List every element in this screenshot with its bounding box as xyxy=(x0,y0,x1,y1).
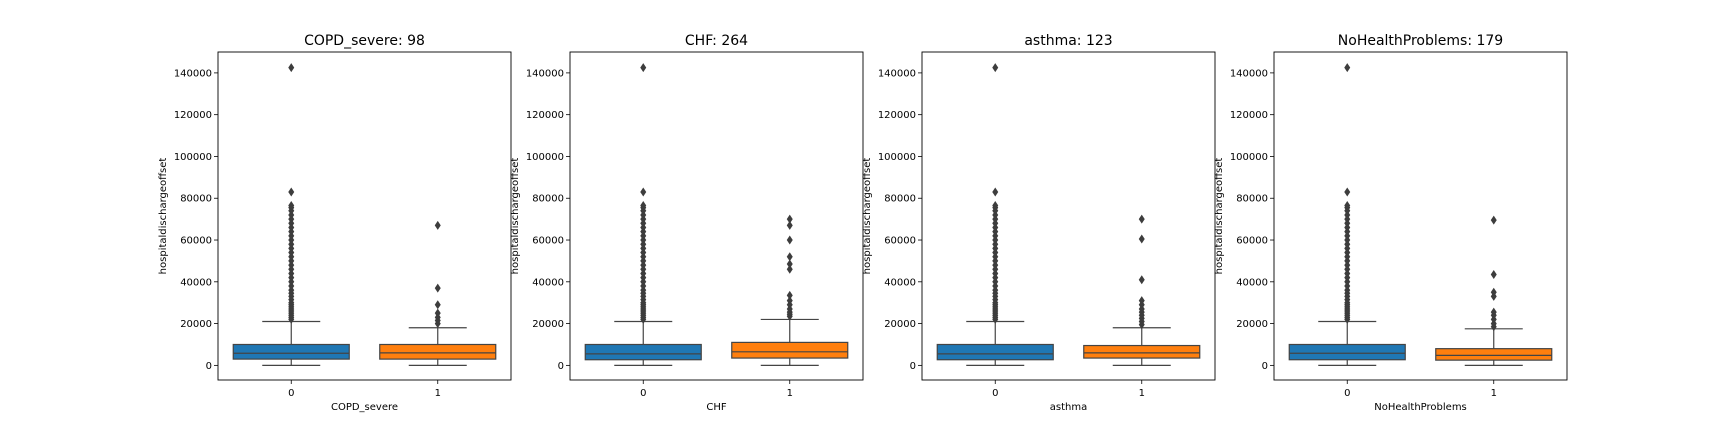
y-tick-label: 0 xyxy=(558,361,564,372)
y-tick-label: 60000 xyxy=(180,236,212,247)
plot-frame xyxy=(1273,51,1568,381)
chart-title: COPD_severe: 98 xyxy=(304,33,425,49)
outlier-point xyxy=(992,63,999,73)
outlier-point xyxy=(1490,307,1497,317)
y-tick-label: 80000 xyxy=(1236,194,1268,205)
y-tick-label: 60000 xyxy=(884,236,916,247)
outlier-point xyxy=(640,201,647,211)
x-axis-label: NoHealthProblems xyxy=(1374,402,1467,413)
y-tick-label: 60000 xyxy=(532,236,564,247)
y-tick-label: 0 xyxy=(910,361,916,372)
outlier-point xyxy=(1344,63,1351,73)
outlier-point xyxy=(288,187,295,197)
outlier-point xyxy=(1344,201,1351,211)
y-tick-label: 80000 xyxy=(532,194,564,205)
y-tick-label: 100000 xyxy=(1230,152,1268,163)
x-axis-label: asthma xyxy=(1050,402,1087,413)
outlier-point xyxy=(786,252,793,262)
chart-title: NoHealthProblems: 179 xyxy=(1338,33,1503,49)
outlier-point xyxy=(786,214,793,224)
y-tick-label: 20000 xyxy=(884,319,916,330)
plot-frame xyxy=(217,51,512,381)
y-tick-label: 140000 xyxy=(526,68,564,79)
x-axis-label: CHF xyxy=(706,402,727,413)
x-tick-label: 1 xyxy=(435,388,441,399)
box-iqr xyxy=(232,343,350,360)
chart-title: CHF: 264 xyxy=(685,33,748,49)
y-tick-label: 120000 xyxy=(878,110,916,121)
outlier-point xyxy=(640,187,647,197)
outlier-point xyxy=(786,259,793,269)
outlier-point xyxy=(434,220,441,230)
y-tick-label: 120000 xyxy=(174,110,212,121)
outlier-point xyxy=(786,235,793,245)
y-tick-label: 140000 xyxy=(1230,68,1268,79)
y-tick-label: 40000 xyxy=(180,277,212,288)
x-tick-label: 1 xyxy=(787,388,793,399)
y-tick-label: 140000 xyxy=(174,68,212,79)
x-axis-label: COPD_severe xyxy=(331,402,398,413)
y-tick-label: 100000 xyxy=(878,152,916,163)
plot-frame xyxy=(569,51,864,381)
y-tick-label: 120000 xyxy=(526,110,564,121)
outlier-point xyxy=(1138,296,1145,306)
y-tick-label: 80000 xyxy=(180,194,212,205)
box-iqr xyxy=(1288,343,1406,361)
y-axis-label: hospitaldischargeoffset xyxy=(510,158,521,275)
y-tick-label: 80000 xyxy=(884,194,916,205)
x-tick-label: 0 xyxy=(1344,388,1350,399)
outlier-point xyxy=(1138,214,1145,224)
x-tick-label: 0 xyxy=(640,388,646,399)
outlier-point xyxy=(786,220,793,230)
box-iqr xyxy=(379,343,497,360)
outlier-point xyxy=(1344,187,1351,197)
chart-title: asthma: 123 xyxy=(1024,33,1112,49)
outlier-point xyxy=(1138,275,1145,285)
y-tick-label: 0 xyxy=(206,361,212,372)
x-tick-label: 0 xyxy=(288,388,294,399)
box-iqr xyxy=(731,341,849,359)
x-tick-label: 1 xyxy=(1139,388,1145,399)
box-iqr xyxy=(1083,344,1201,359)
outlier-point xyxy=(992,187,999,197)
outlier-point xyxy=(288,201,295,211)
outlier-point xyxy=(1138,234,1145,244)
x-tick-label: 1 xyxy=(1491,388,1497,399)
outlier-point xyxy=(1490,287,1497,297)
y-tick-label: 40000 xyxy=(1236,277,1268,288)
y-tick-label: 20000 xyxy=(1236,319,1268,330)
outlier-point xyxy=(1490,215,1497,225)
outlier-point xyxy=(786,290,793,300)
y-tick-label: 0 xyxy=(1262,361,1268,372)
y-tick-label: 20000 xyxy=(180,319,212,330)
outlier-point xyxy=(786,264,793,274)
outlier-point xyxy=(992,201,999,211)
y-axis-label: hospitaldischargeoffset xyxy=(1214,158,1225,275)
box-iqr xyxy=(584,343,702,361)
y-axis-label: hospitaldischargeoffset xyxy=(158,158,169,275)
box-iqr xyxy=(936,343,1054,361)
y-tick-label: 60000 xyxy=(1236,236,1268,247)
outlier-point xyxy=(434,300,441,310)
y-tick-label: 120000 xyxy=(1230,110,1268,121)
outlier-point xyxy=(434,283,441,293)
box-iqr xyxy=(1435,348,1553,361)
outlier-point xyxy=(1490,269,1497,279)
plot-frame xyxy=(921,51,1216,381)
y-tick-label: 100000 xyxy=(174,152,212,163)
y-tick-label: 100000 xyxy=(526,152,564,163)
y-tick-label: 140000 xyxy=(878,68,916,79)
outlier-point xyxy=(640,63,647,73)
outlier-point xyxy=(434,308,441,318)
y-axis-label: hospitaldischargeoffset xyxy=(862,158,873,275)
y-tick-label: 40000 xyxy=(532,277,564,288)
y-tick-label: 20000 xyxy=(532,319,564,330)
x-tick-label: 0 xyxy=(992,388,998,399)
outlier-point xyxy=(786,296,793,306)
y-tick-label: 40000 xyxy=(884,277,916,288)
outlier-point xyxy=(288,63,295,73)
